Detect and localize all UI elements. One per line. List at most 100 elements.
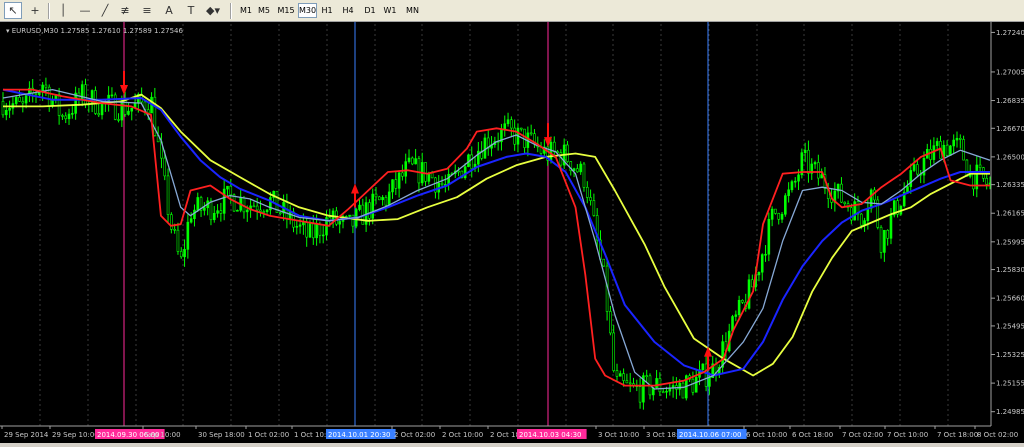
candle (113, 92, 117, 121)
toolbar-separator (48, 3, 50, 19)
candle-body (24, 95, 28, 104)
candle-body (797, 174, 800, 182)
candle (602, 258, 606, 268)
time-tick-label: 1 Oct 10:00 (294, 431, 335, 439)
time-tick-label: 1 Oct 02:00 (248, 431, 289, 439)
candle (701, 363, 705, 372)
candle-body (110, 94, 114, 97)
crosshair-tool-button[interactable]: + (30, 4, 40, 17)
time-tick-label: 3 Oct 18:00 (646, 431, 687, 439)
chart-window[interactable]: ▾ EURUSD,M30 1.27585 1.27610 1.27589 1.2… (0, 22, 1024, 443)
candle-body (850, 207, 853, 221)
candle (391, 179, 394, 199)
shapes-tool-button[interactable]: ◆▾ (206, 4, 220, 17)
timeframe-mn-button[interactable]: MN (406, 6, 419, 15)
toolbar-separator (230, 3, 232, 19)
candle-body (929, 148, 932, 160)
candle (127, 102, 130, 116)
channel-tool-button[interactable]: ≢ (120, 4, 130, 17)
candle (879, 225, 883, 259)
candle-body (183, 249, 186, 258)
candle-body (371, 193, 375, 219)
candle (737, 295, 741, 321)
timeframe-d1-button[interactable]: D1 (364, 6, 376, 15)
timeframe-m15-button[interactable]: M15 (277, 6, 295, 15)
candle-body (384, 197, 388, 206)
candle-body (645, 375, 648, 377)
candle (945, 140, 949, 158)
candle-body (338, 221, 342, 225)
trendline-tool-button[interactable]: ╱ (101, 4, 109, 17)
timeframe-m1-button[interactable]: M1 (240, 6, 252, 15)
candle (397, 171, 401, 198)
candle (529, 124, 533, 136)
candle-body (434, 177, 437, 193)
candle (176, 222, 180, 255)
candle-body (460, 170, 464, 179)
candle (199, 195, 203, 218)
highlighted-date-label: 2014.10.03 04:30 (519, 431, 581, 439)
candle (110, 87, 114, 98)
candle (645, 369, 648, 383)
candle (414, 148, 417, 165)
candle-body (793, 180, 797, 183)
ma-yellow-line (3, 93, 990, 377)
candle (850, 203, 853, 225)
candle-body (153, 96, 157, 136)
horizontal-line-tool-button[interactable]: — (79, 4, 91, 17)
candle-body (170, 214, 173, 230)
highlighted-date-box (517, 429, 587, 439)
price-chart[interactable]: ▾ EURUSD,M30 1.27585 1.27610 1.27589 1.2… (0, 22, 1024, 443)
candle (803, 142, 807, 163)
time-tick-label: 8 Oct 02:00 (977, 431, 1018, 439)
candle (212, 206, 216, 223)
candle-body (97, 113, 101, 116)
candle-body (226, 185, 229, 190)
candle (381, 195, 384, 206)
fibonacci-tool-button[interactable]: ≡ (142, 4, 152, 17)
candle-body (892, 200, 896, 216)
candle (955, 131, 959, 148)
time-tick-label: 3 Oct 10:00 (598, 431, 639, 439)
candle-body (909, 170, 913, 187)
candle-body (18, 97, 21, 102)
candle (800, 148, 804, 179)
candle-body (592, 200, 596, 216)
timeframe-m30-button[interactable]: M30 (298, 3, 317, 18)
candle-body (869, 189, 873, 209)
vertical-line-tool-button[interactable]: │ (59, 4, 67, 17)
candle (348, 214, 351, 218)
candle (1, 92, 5, 118)
timeframe-m5-button[interactable]: M5 (258, 6, 270, 15)
candle (467, 153, 470, 168)
candle-body (737, 299, 741, 316)
candle (622, 368, 625, 387)
text-tool-button[interactable]: A (165, 4, 173, 17)
candle-body (876, 199, 880, 228)
timeframe-w1-button[interactable]: W1 (383, 6, 397, 15)
candle (764, 245, 767, 262)
candle-body (259, 209, 262, 212)
candle-body (777, 213, 781, 220)
price-tick-label: 1.25155 (996, 380, 1024, 388)
candle-body (889, 214, 893, 239)
candle (67, 108, 71, 125)
candle-body (751, 279, 754, 288)
timeframe-h1-button[interactable]: H1 (321, 6, 333, 15)
cursor-tool-button[interactable]: ↖ (4, 2, 22, 19)
candle-body (318, 223, 322, 236)
candle-body (203, 207, 206, 211)
candle (618, 370, 622, 377)
label-tool-button[interactable]: T (187, 4, 195, 17)
candle (411, 156, 414, 166)
timeframe-h4-button[interactable]: H4 (342, 6, 354, 15)
candle-body (566, 144, 569, 162)
candle (183, 239, 186, 267)
candle (813, 160, 817, 169)
candle (463, 163, 467, 180)
candle-body (209, 200, 213, 221)
candle-body (8, 107, 11, 111)
candle-body (886, 229, 889, 239)
time-tick-label: 7 Oct 10:00 (887, 431, 928, 439)
candle (394, 171, 398, 195)
